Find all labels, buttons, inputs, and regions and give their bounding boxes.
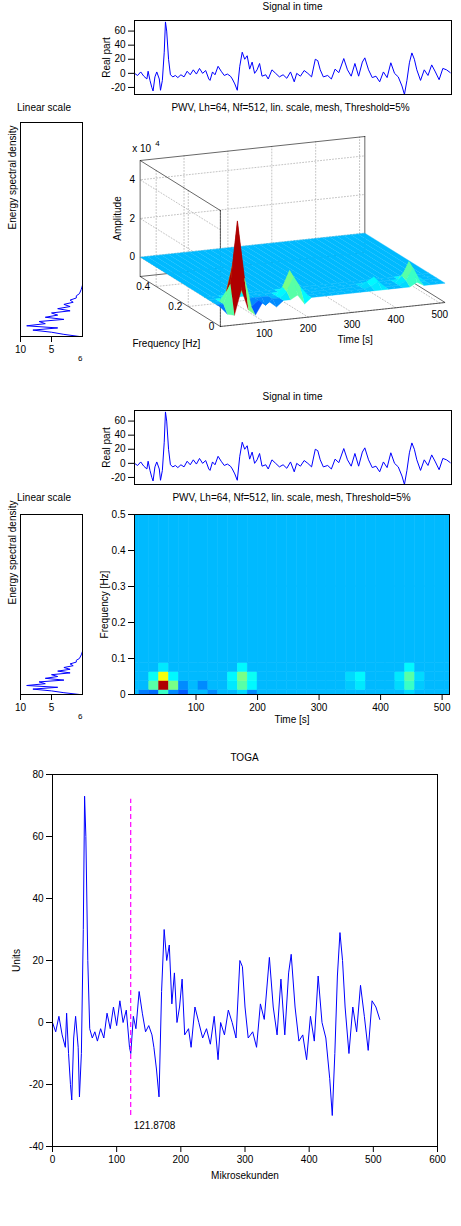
html-text:PWV, Lh=64, Nf=512, lin. scale: PWV, Lh=64, Nf=512, lin. scale, mesh, Th… [171,102,410,113]
svg-text:0: 0 [120,458,126,469]
svg-text:0: 0 [50,1154,56,1165]
svg-text:20: 20 [114,53,126,64]
svg-text:60: 60 [114,25,126,36]
svg-text:Frequency [Hz]: Frequency [Hz] [132,338,200,349]
svg-text:10: 10 [15,702,27,713]
svg-text:200: 200 [249,702,266,713]
svg-text:-40: -40 [29,1141,44,1152]
svg-text:-20: -20 [29,1079,44,1090]
svg-text:400: 400 [372,702,389,713]
svg-text:100: 100 [188,702,205,713]
svg-text:Frequency [Hz]: Frequency [Hz] [99,570,110,638]
svg-text:0: 0 [120,68,126,79]
svg-text:Units: Units [11,949,22,972]
svg-text:0: 0 [38,1017,44,1028]
svg-text:x 10: x 10 [132,143,151,154]
svg-text:300: 300 [237,1154,254,1165]
svg-text:500: 500 [434,702,451,713]
svg-text:400: 400 [301,1154,318,1165]
svg-text:0.2: 0.2 [168,301,182,312]
svg-text:100: 100 [108,1154,125,1165]
svg-text:-20: -20 [111,82,126,93]
svg-text:300: 300 [311,702,328,713]
svg-text:60: 60 [32,831,44,842]
svg-text:Amplitude: Amplitude [112,196,123,241]
svg-text:0.1: 0.1 [112,653,126,664]
svg-text:500: 500 [365,1154,382,1165]
html-text:PWV, Lh=64, Nf=512, lin. scale: PWV, Lh=64, Nf=512, lin. scale, mesh, Th… [172,492,411,503]
svg-text:Mikrosekunden: Mikrosekunden [211,1170,279,1181]
svg-text:100: 100 [256,328,273,339]
svg-text:200: 200 [300,323,317,334]
html-text:Signal in time: Signal in time [262,1,323,12]
svg-text:20: 20 [32,955,44,966]
svg-text:300: 300 [344,319,361,330]
svg-text:2: 2 [130,213,136,224]
svg-text:600: 600 [429,1154,446,1165]
svg-text:121.8708: 121.8708 [134,1120,176,1131]
svg-text:Energy spectral density: Energy spectral density [7,501,18,605]
html-text:Signal in time: Signal in time [262,391,323,402]
html-text:Linear scale: Linear scale [17,492,71,503]
svg-text:0.3: 0.3 [112,581,126,592]
svg-text:400: 400 [388,314,405,325]
svg-text:Real part: Real part [101,427,112,468]
svg-text:0.4: 0.4 [136,281,150,292]
svg-text:5: 5 [49,344,55,355]
svg-text:500: 500 [431,309,448,320]
html-text:Linear scale: Linear scale [17,102,71,113]
svg-text:0.2: 0.2 [112,617,126,628]
svg-text:20: 20 [114,443,126,454]
svg-text:40: 40 [114,39,126,50]
svg-text:200: 200 [172,1154,189,1165]
svg-text:Time [s]: Time [s] [338,334,373,345]
svg-text:4: 4 [130,174,136,185]
svg-text:6: 6 [78,712,83,721]
svg-text:Real part: Real part [101,37,112,78]
svg-text:6: 6 [78,354,83,363]
html-text:TOGA: TOGA [230,752,259,763]
svg-text:0: 0 [209,321,215,332]
svg-text:Energy spectral density: Energy spectral density [7,126,18,230]
svg-text:0.5: 0.5 [112,509,126,520]
svg-text:40: 40 [32,893,44,904]
svg-text:80: 80 [32,769,44,780]
svg-text:0: 0 [130,251,136,262]
svg-text:-20: -20 [111,472,126,483]
svg-text:60: 60 [114,415,126,426]
svg-text:0: 0 [120,689,126,700]
svg-text:0.4: 0.4 [112,545,126,556]
svg-text:4: 4 [155,139,160,148]
svg-text:Time [s]: Time [s] [274,714,309,725]
svg-text:5: 5 [49,702,55,713]
svg-text:40: 40 [114,429,126,440]
svg-text:10: 10 [15,344,27,355]
